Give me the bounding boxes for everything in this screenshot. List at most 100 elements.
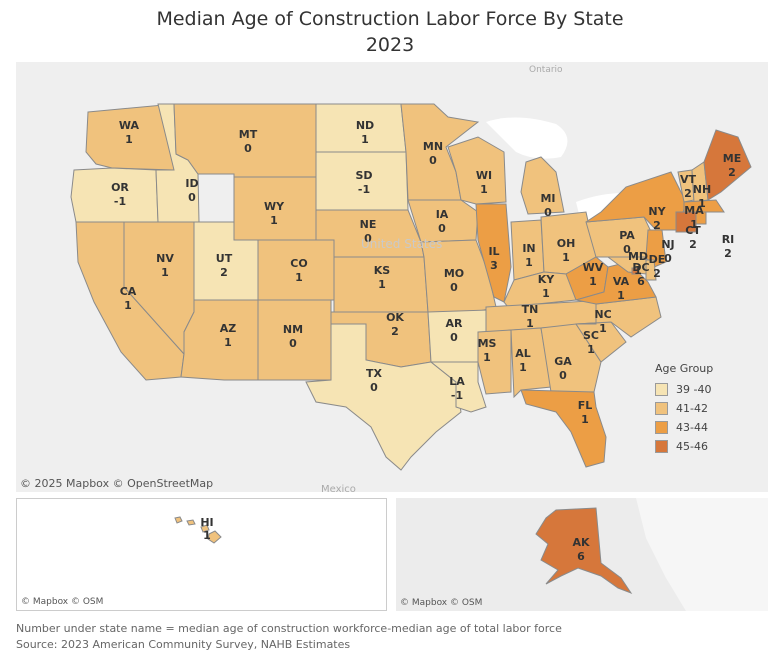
state-WI[interactable] [447, 136, 507, 205]
state-value-AL: 1 [519, 361, 527, 374]
state-FL[interactable] [520, 389, 607, 468]
state-label-LA: LA [449, 375, 465, 388]
state-label-CA: CA [120, 285, 137, 298]
state-label-AR: AR [446, 317, 464, 330]
state-value-RI: 2 [724, 247, 732, 260]
state-CT[interactable] [675, 211, 697, 233]
state-label-CT: CT [685, 224, 701, 237]
state-DE[interactable] [645, 259, 657, 281]
main-map-panel[interactable]: Ontario Mexico [16, 62, 768, 492]
state-label-SD: SD [355, 169, 372, 182]
hawaii-inset-panel[interactable]: HI 1 © Mapbox © OSM [16, 498, 387, 611]
footnote-source: Source: 2023 American Community Survey, … [16, 638, 351, 651]
alaska-inset-svg: AK 6 [396, 498, 768, 611]
state-value-SC: 1 [587, 343, 595, 356]
state-label-CO: CO [290, 257, 307, 270]
state-RI[interactable] [695, 211, 707, 225]
state-value-FL: 1 [581, 413, 589, 426]
state-value-NC: 1 [599, 322, 607, 335]
state-TX[interactable] [305, 323, 462, 471]
state-value-CT: 2 [689, 238, 697, 251]
state-value-WY: 1 [270, 214, 278, 227]
alaska-inset-panel[interactable]: AK 6 © Mapbox © OSM [396, 498, 768, 611]
state-label-KY: KY [538, 273, 556, 286]
state-value-MS: 1 [483, 351, 491, 364]
state-value-WA: 1 [125, 133, 133, 146]
state-value-IL: 3 [490, 259, 498, 272]
state-value-KS: 1 [378, 278, 386, 291]
legend-item: 43-44 [655, 418, 713, 437]
state-value-VT: 2 [684, 187, 692, 200]
state-label-NJ: NJ [661, 238, 674, 251]
state-value-PA: 0 [623, 243, 631, 256]
state-MS[interactable] [477, 329, 512, 395]
legend-label: 43-44 [676, 421, 708, 434]
state-value-GA: 0 [559, 369, 567, 382]
basemap-canada [636, 498, 768, 611]
legend-swatch [655, 440, 668, 453]
state-NC[interactable] [575, 296, 662, 338]
state-value-NM: 0 [289, 337, 297, 350]
state-label-MA: MA [684, 204, 704, 217]
state-MN[interactable] [400, 103, 480, 201]
state-HI[interactable] [174, 516, 222, 544]
state-value-VA: 1 [617, 289, 625, 302]
state-CO[interactable] [257, 239, 335, 301]
state-value-ND: 1 [361, 133, 369, 146]
state-value-MI: 0 [544, 206, 552, 219]
legend-swatch [655, 402, 668, 415]
state-value-OR: -1 [114, 195, 126, 208]
map-attribution: © 2025 Mapbox © OpenStreetMap [20, 477, 214, 490]
state-label-IA: IA [436, 208, 449, 221]
state-value-ME: 2 [728, 166, 736, 179]
state-value-OH: 1 [562, 251, 570, 264]
state-value-NH: 1 [698, 197, 706, 210]
legend-label: 41-42 [676, 402, 708, 415]
state-label-OK: OK [386, 311, 404, 324]
state-label-ID: ID [185, 177, 198, 190]
state-AK[interactable] [535, 507, 633, 595]
state-label-WA: WA [119, 119, 140, 132]
state-label-IL: IL [488, 245, 499, 258]
state-label-PA: PA [619, 229, 635, 242]
state-MI[interactable] [520, 156, 565, 215]
state-value-SD: -1 [358, 183, 370, 196]
alaska-attribution: © Mapbox © OSM [400, 598, 483, 608]
state-label-FL: FL [578, 399, 593, 412]
state-value-NY: 2 [653, 219, 661, 232]
state-NJ[interactable] [645, 229, 667, 269]
basemap-label-mexico: Mexico [321, 484, 356, 492]
state-value-NJ: 0 [664, 252, 672, 265]
state-label-WY: WY [264, 200, 285, 213]
state-label-DC: DC [632, 261, 649, 274]
state-value-ID: 0 [188, 191, 196, 204]
state-value-IA: 0 [438, 222, 446, 235]
state-MA[interactable] [683, 199, 725, 213]
state-label-AK: AK [572, 536, 590, 549]
state-label-MS: MS [478, 337, 497, 350]
legend-item: 39 -40 [655, 380, 713, 399]
state-label-OR: OR [111, 181, 129, 194]
state-value-TN: 1 [526, 317, 534, 330]
state-label-TX: TX [366, 367, 383, 380]
state-label-NH: NH [693, 183, 711, 196]
legend-swatch [655, 383, 668, 396]
state-GA[interactable] [540, 323, 602, 393]
legend-label: 45-46 [676, 440, 708, 453]
state-DC[interactable] [631, 267, 639, 275]
state-value-CO: 1 [295, 271, 303, 284]
legend-item: 45-46 [655, 437, 713, 456]
state-value-WV: 1 [589, 275, 597, 288]
legend-item: 41-42 [655, 399, 713, 418]
state-value-OK: 2 [391, 325, 399, 338]
state-AL[interactable] [510, 327, 552, 399]
state-label-AL: AL [515, 347, 531, 360]
state-value-IN: 1 [525, 256, 533, 269]
state-value-MO: 0 [450, 281, 458, 294]
state-label-SC: SC [583, 329, 599, 342]
state-label-MN: MN [423, 140, 443, 153]
state-label-OH: OH [557, 237, 576, 250]
state-label-AZ: AZ [220, 322, 237, 335]
state-LA[interactable] [429, 361, 487, 413]
state-value-HI: 1 [203, 529, 211, 542]
